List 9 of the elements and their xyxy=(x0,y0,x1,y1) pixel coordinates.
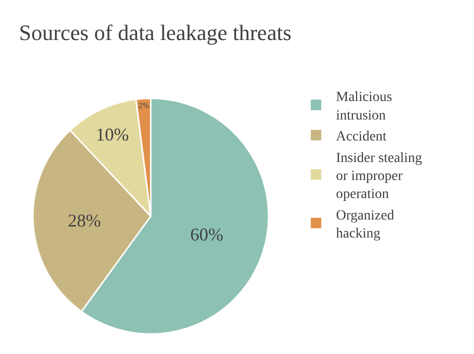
data-label: 2% xyxy=(138,101,150,110)
data-label: 10% xyxy=(96,124,129,145)
data-label: 60% xyxy=(190,224,224,244)
legend-label: Insider stealing or improper operation xyxy=(336,150,422,202)
chart-title: Sources of data leakage threats xyxy=(18,20,292,46)
legend-label: Accident xyxy=(336,130,387,145)
data-label: 28% xyxy=(68,210,101,230)
legend-label: Organized hacking xyxy=(336,208,394,242)
legend-label: Malicious intrusion xyxy=(336,90,392,124)
